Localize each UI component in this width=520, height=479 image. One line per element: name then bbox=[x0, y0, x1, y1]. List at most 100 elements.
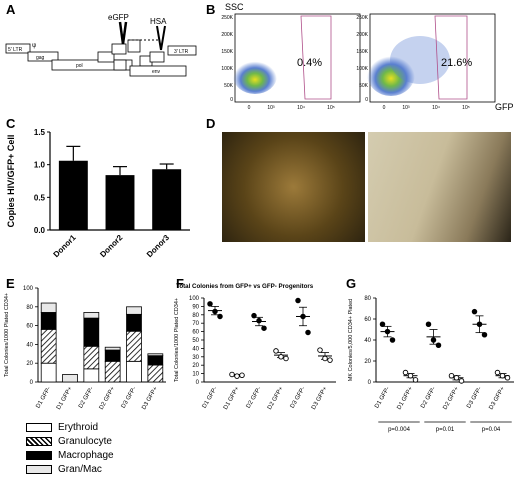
g-point-d3-gfp-0 bbox=[494, 369, 501, 376]
g-xtick-d1-gfp: D1 GFP+ bbox=[396, 386, 414, 411]
legend-swatch-granulocyte bbox=[26, 436, 52, 446]
f-xtick-d3-gfp: D3 GFP- bbox=[290, 386, 307, 410]
f-ytick-label: 80 bbox=[192, 313, 199, 319]
e-ytick-label: 60 bbox=[26, 324, 33, 330]
f-point-d2-gfp-1 bbox=[278, 354, 284, 360]
env-label: env bbox=[152, 69, 161, 75]
e-bar-d1-gfp-macrophage bbox=[40, 312, 57, 330]
f-ytick-label: 30 bbox=[192, 355, 199, 361]
e-bar-d1-gfp-gran-mac bbox=[40, 302, 57, 313]
e-bar-d2-gfp-gran-mac bbox=[104, 346, 121, 351]
c-xtick-donor3: Donor3 bbox=[145, 233, 172, 260]
legend-label-macrophage: Macrophage bbox=[58, 449, 114, 461]
e-bar-d3-gfp-erythroid bbox=[126, 360, 142, 383]
e-y-axis-label: Total Colonies/1000 Plated CD34+ bbox=[4, 293, 10, 377]
f-ytick-label: 60 bbox=[192, 330, 199, 336]
g-point-d1-gfp-1 bbox=[384, 328, 391, 335]
ssc-axis-label: SSC bbox=[225, 2, 244, 12]
f-ytick-label: 20 bbox=[192, 363, 199, 369]
c-bar-donor3 bbox=[152, 169, 182, 230]
flow-right-xtick-1e5: 10⁵ bbox=[462, 105, 470, 111]
f-ytick-label: 90 bbox=[192, 304, 199, 310]
f-point-d2-gfp-2 bbox=[261, 325, 267, 331]
ltr3-label: 3' LTR bbox=[174, 49, 189, 55]
c-xtick-donor1: Donor1 bbox=[52, 233, 79, 260]
f-point-d1-gfp-1 bbox=[234, 373, 240, 379]
f-ytick-label: 10 bbox=[192, 372, 199, 378]
legend-label-granulocyte: Granulocyte bbox=[58, 435, 112, 447]
c-bar-donor2 bbox=[105, 175, 135, 230]
g-point-d2-gfp-2 bbox=[458, 378, 465, 384]
c-xtick-donor2: Donor2 bbox=[98, 233, 125, 260]
g-ytick-label: 0 bbox=[368, 380, 372, 386]
f-point-d1-gfp-0 bbox=[229, 371, 235, 378]
legend-swatch-macrophage bbox=[26, 450, 52, 460]
g-point-d2-gfp-1 bbox=[453, 375, 460, 381]
e-ytick-label: 0 bbox=[30, 380, 34, 386]
f-point-d2-gfp-0 bbox=[273, 348, 279, 354]
e-bar-d1-gfp-granulocyte bbox=[40, 328, 57, 364]
e-bar-d2-gfp-gran-mac bbox=[83, 312, 100, 319]
flow-left-ytick-50k: 50K bbox=[224, 83, 234, 89]
hsa-label: HSA bbox=[150, 17, 167, 26]
panel-c-letter: C bbox=[6, 116, 16, 131]
f-title: Total Colonies from GFP+ vs GFP- Progeni… bbox=[176, 283, 314, 290]
e-xtick-d1-gfp: D1 GFP- bbox=[35, 386, 52, 410]
f-point-d3-gfp-1 bbox=[322, 355, 328, 362]
e-bar-d2-gfp-macrophage bbox=[104, 349, 121, 362]
flow-left-percent: 0.4% bbox=[297, 57, 322, 69]
f-point-d1-gfp-1 bbox=[212, 308, 218, 315]
flow-right-ytick-200k: 200K bbox=[356, 32, 368, 38]
flow-left-xtick-1e4: 10⁴ bbox=[297, 105, 305, 111]
g-ytick-label: 40 bbox=[364, 338, 371, 344]
e-bar-d1-gfp-gran-mac bbox=[62, 374, 78, 383]
flow-right-percent: 21.6% bbox=[441, 57, 472, 69]
legend-label-erythroid: Erythroid bbox=[58, 421, 99, 433]
e-bar-d3-gfp-granulocyte bbox=[126, 330, 142, 362]
panel-a-letter: A bbox=[6, 2, 16, 17]
flow-right-ytick-150k: 150K bbox=[356, 49, 368, 55]
g-y-axis-label: MK Colonies/5,000 CD34+ Plated bbox=[348, 299, 354, 381]
g-point-d1-gfp-0 bbox=[379, 321, 386, 328]
e-bar-d3-gfp-gran-mac bbox=[147, 353, 164, 357]
g-pvalue-label-2: p=0.04 bbox=[482, 427, 501, 433]
f-ytick-label: 50 bbox=[192, 338, 199, 344]
g-point-d1-gfp-2 bbox=[389, 337, 396, 343]
g-point-d2-gfp-2 bbox=[435, 342, 442, 349]
flow-left-ytick-250k: 250K bbox=[221, 15, 233, 21]
f-point-d3-gfp-2 bbox=[305, 329, 311, 336]
f-xtick-d3-gfp: D3 GFP+ bbox=[311, 386, 329, 411]
f-point-d1-gfp-2 bbox=[239, 372, 245, 379]
ltr5-label: 5' LTR bbox=[8, 47, 23, 53]
flow-plot-left: 0.4% 250K 200K 150K 100K 50K 0 0 10³ 10⁴… bbox=[221, 13, 361, 111]
g-point-d3-gfp-1 bbox=[476, 321, 483, 328]
c-y-axis-label: Copies HIV/GFP+ Cell bbox=[6, 135, 16, 228]
flow-right-xtick-0: 0 bbox=[383, 105, 386, 111]
f-y-axis-label: Total Colonies/1000 Plated CD34+ bbox=[174, 298, 180, 382]
colony-type-legend: Erythroid Granulocyte Macrophage Gran/Ma… bbox=[26, 420, 114, 476]
f-xtick-d1-gfp: D1 GFP- bbox=[202, 386, 219, 410]
flow-right-ytick-250k: 250K bbox=[356, 15, 368, 21]
c-ytick-label: 1.0 bbox=[34, 161, 46, 170]
psi-label: ψ bbox=[32, 43, 36, 49]
mk-colonies-scatter-chart: 0 20 40 60 80 D1 GFP- D1 GFP+ D2 GFP- D2 GFP+ D3 … bbox=[348, 296, 514, 433]
f-xtick-d2-gfp: D2 GFP+ bbox=[267, 386, 285, 411]
f-point-d3-gfp-2 bbox=[327, 357, 333, 363]
g-point-d3-gfp-1 bbox=[499, 372, 506, 379]
flow-right-ytick-0: 0 bbox=[365, 97, 368, 103]
flow-left-ytick-100k: 100K bbox=[221, 66, 233, 72]
e-ytick-label: 20 bbox=[26, 361, 33, 367]
legend-item-erythroid: Erythroid bbox=[26, 420, 114, 434]
panel-e-letter: E bbox=[6, 276, 15, 291]
legend-label-granmac: Gran/Mac bbox=[58, 463, 102, 475]
gag-label: gag bbox=[36, 55, 45, 61]
f-ytick-label: 100 bbox=[189, 296, 200, 302]
f-point-d3-gfp-0 bbox=[295, 297, 301, 304]
g-xtick-d3-gfp: D3 GFP- bbox=[466, 386, 483, 410]
f-ytick-label: 40 bbox=[192, 346, 199, 352]
legend-item-granulocyte: Granulocyte bbox=[26, 434, 114, 448]
flow-right-xtick-1e4: 10⁴ bbox=[432, 105, 440, 111]
e-bar-d2-gfp-macrophage bbox=[83, 317, 100, 347]
panel-f-letter: F bbox=[176, 276, 184, 291]
colony-type-stacked-chart: 0 20 40 60 80 100 D1 GFP- D1 GFP+ D2 GFP- D2 GFP+… bbox=[4, 286, 166, 411]
